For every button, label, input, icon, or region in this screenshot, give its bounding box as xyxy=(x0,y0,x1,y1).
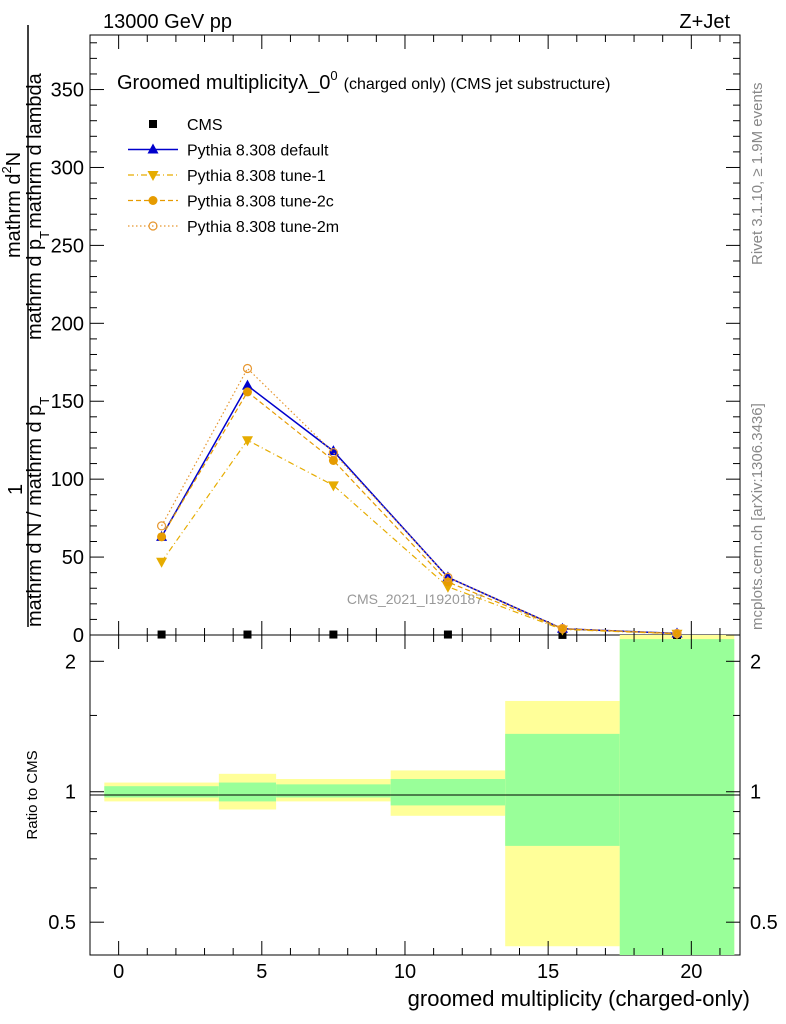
legend-label-2: Pythia 8.308 tune-1 xyxy=(187,168,326,185)
main-ylabel-numerator-one: 1 xyxy=(5,484,27,495)
data-point xyxy=(328,455,338,465)
series-layer xyxy=(156,363,683,640)
main-ytick-label: 200 xyxy=(51,313,84,335)
header-left: 13000 GeV pp xyxy=(103,11,232,33)
data-point xyxy=(329,630,338,639)
legend-marker-2 xyxy=(147,171,159,181)
ratio-ytick-label: 2 xyxy=(65,651,76,673)
main-ylabel-top-sup: 2 xyxy=(0,166,14,173)
legend-label-0: CMS xyxy=(187,117,223,134)
data-point xyxy=(156,557,168,568)
main-ylabel-top-part1: mathrm d xyxy=(3,174,25,258)
data-point xyxy=(672,628,682,639)
legend-marker-0 xyxy=(149,120,157,128)
main-ylabel-num-part2: mathrm d lambda xyxy=(24,72,46,228)
legend: CMS Pythia 8.308 default Pythia 8.308 tune… xyxy=(128,117,339,236)
ratio-band-green-4 xyxy=(505,733,620,846)
data-point xyxy=(328,448,338,458)
ratio-axes: 0 5 10 15 20 0.5 0.5 1 1 2 2 xyxy=(48,635,778,983)
mcplots-label: mcplots.cern.ch [arXiv:1306.3436] xyxy=(749,403,766,630)
main-ylabel-den-sub1: T xyxy=(37,397,52,405)
legend-label-4: Pythia 8.308 tune-2m xyxy=(187,219,339,236)
header-right: Z+Jet xyxy=(679,11,730,33)
main-ylabel-numerator: mathrm d pTmathrm d lambda xyxy=(24,72,52,340)
data-point xyxy=(157,630,166,639)
x-axis-label: groomed multiplicity (charged-only) xyxy=(408,986,750,1011)
data-point xyxy=(557,624,567,634)
ratio-ytick-label-right: 1 xyxy=(750,782,761,804)
ratio-band-green-3 xyxy=(390,779,506,806)
data-point xyxy=(243,630,252,639)
series-line-4 xyxy=(161,367,678,634)
ratio-xtick-label: 5 xyxy=(256,961,267,983)
data-point xyxy=(327,481,339,492)
rivet-label: Rivet 3.1.10, ≥ 1.9M events xyxy=(749,83,766,266)
main-ylabel-num-sub1: T xyxy=(37,231,52,239)
main-ylabel-denominator: mathrm d N / mathrm d pT xyxy=(24,397,52,627)
ratio-ytick-label-right: 2 xyxy=(750,651,761,673)
plot-title-main: Groomed multiplicityλ_0 xyxy=(117,72,330,94)
legend-marker-4 xyxy=(148,221,158,231)
ratio-xtick-label: 10 xyxy=(394,961,416,983)
ratio-ytick-label: 0.5 xyxy=(48,912,76,934)
plot-title-suffix: (charged only) (CMS jet substructure) xyxy=(344,76,611,93)
ratio-band-green-2 xyxy=(276,784,391,798)
legend-label-1: Pythia 8.308 default xyxy=(187,143,329,160)
series-2 xyxy=(156,436,683,640)
data-point xyxy=(241,379,253,390)
plot-title: Groomed multiplicityλ_00 (charged only) (… xyxy=(117,68,610,94)
data-point xyxy=(672,629,682,639)
data-point xyxy=(157,532,167,542)
main-ytick-label: 250 xyxy=(51,235,84,257)
main-ytick-label: 150 xyxy=(51,391,84,413)
data-point xyxy=(241,436,253,447)
plot-title-sup: 0 xyxy=(330,68,337,83)
main-ytick-label: 300 xyxy=(51,157,84,179)
ratio-ytick-label: 1 xyxy=(65,782,76,804)
data-point xyxy=(327,445,339,456)
data-point xyxy=(557,623,568,634)
legend-label-3: Pythia 8.308 tune-2c xyxy=(187,194,334,211)
main-axes: 0 50 100 150 200 250 300 350 xyxy=(51,35,740,647)
main-ylabel-top-part2: N xyxy=(3,152,25,166)
legend-marker-3 xyxy=(148,196,158,205)
series-4 xyxy=(156,363,682,639)
ratio-ylabel: Ratio to CMS xyxy=(24,750,41,839)
main-ytick-label: 0 xyxy=(73,625,84,647)
main-ylabel-den-part1: mathrm d N / mathrm d p xyxy=(24,405,46,627)
ratio-xtick-label: 0 xyxy=(113,961,124,983)
main-ylabel-top: mathrm d2N xyxy=(0,152,25,258)
ratio-ytick-label-right: 0.5 xyxy=(750,912,778,934)
main-ytick-label: 100 xyxy=(51,469,84,491)
main-ylabel: 1 xyxy=(5,25,29,627)
ratio-band-green-5 xyxy=(619,639,735,955)
data-point xyxy=(443,572,453,582)
data-point xyxy=(242,387,252,397)
data-point xyxy=(156,521,167,531)
main-ytick-label: 50 xyxy=(62,547,84,569)
ratio-band-green-0 xyxy=(104,786,219,798)
main-ylabel-num-part1: mathrm d p xyxy=(24,239,46,340)
ratio-xtick-label: 15 xyxy=(537,961,559,983)
data-point xyxy=(242,363,253,374)
legend-marker-1 xyxy=(147,143,159,154)
data-point xyxy=(443,630,452,639)
ratio-xtick-label: 20 xyxy=(680,961,702,983)
data-point xyxy=(443,577,453,587)
ratio-band-green-1 xyxy=(218,782,277,802)
analysis-watermark: CMS_2021_I1920187 xyxy=(347,591,483,607)
main-ytick-label: 350 xyxy=(51,80,84,102)
